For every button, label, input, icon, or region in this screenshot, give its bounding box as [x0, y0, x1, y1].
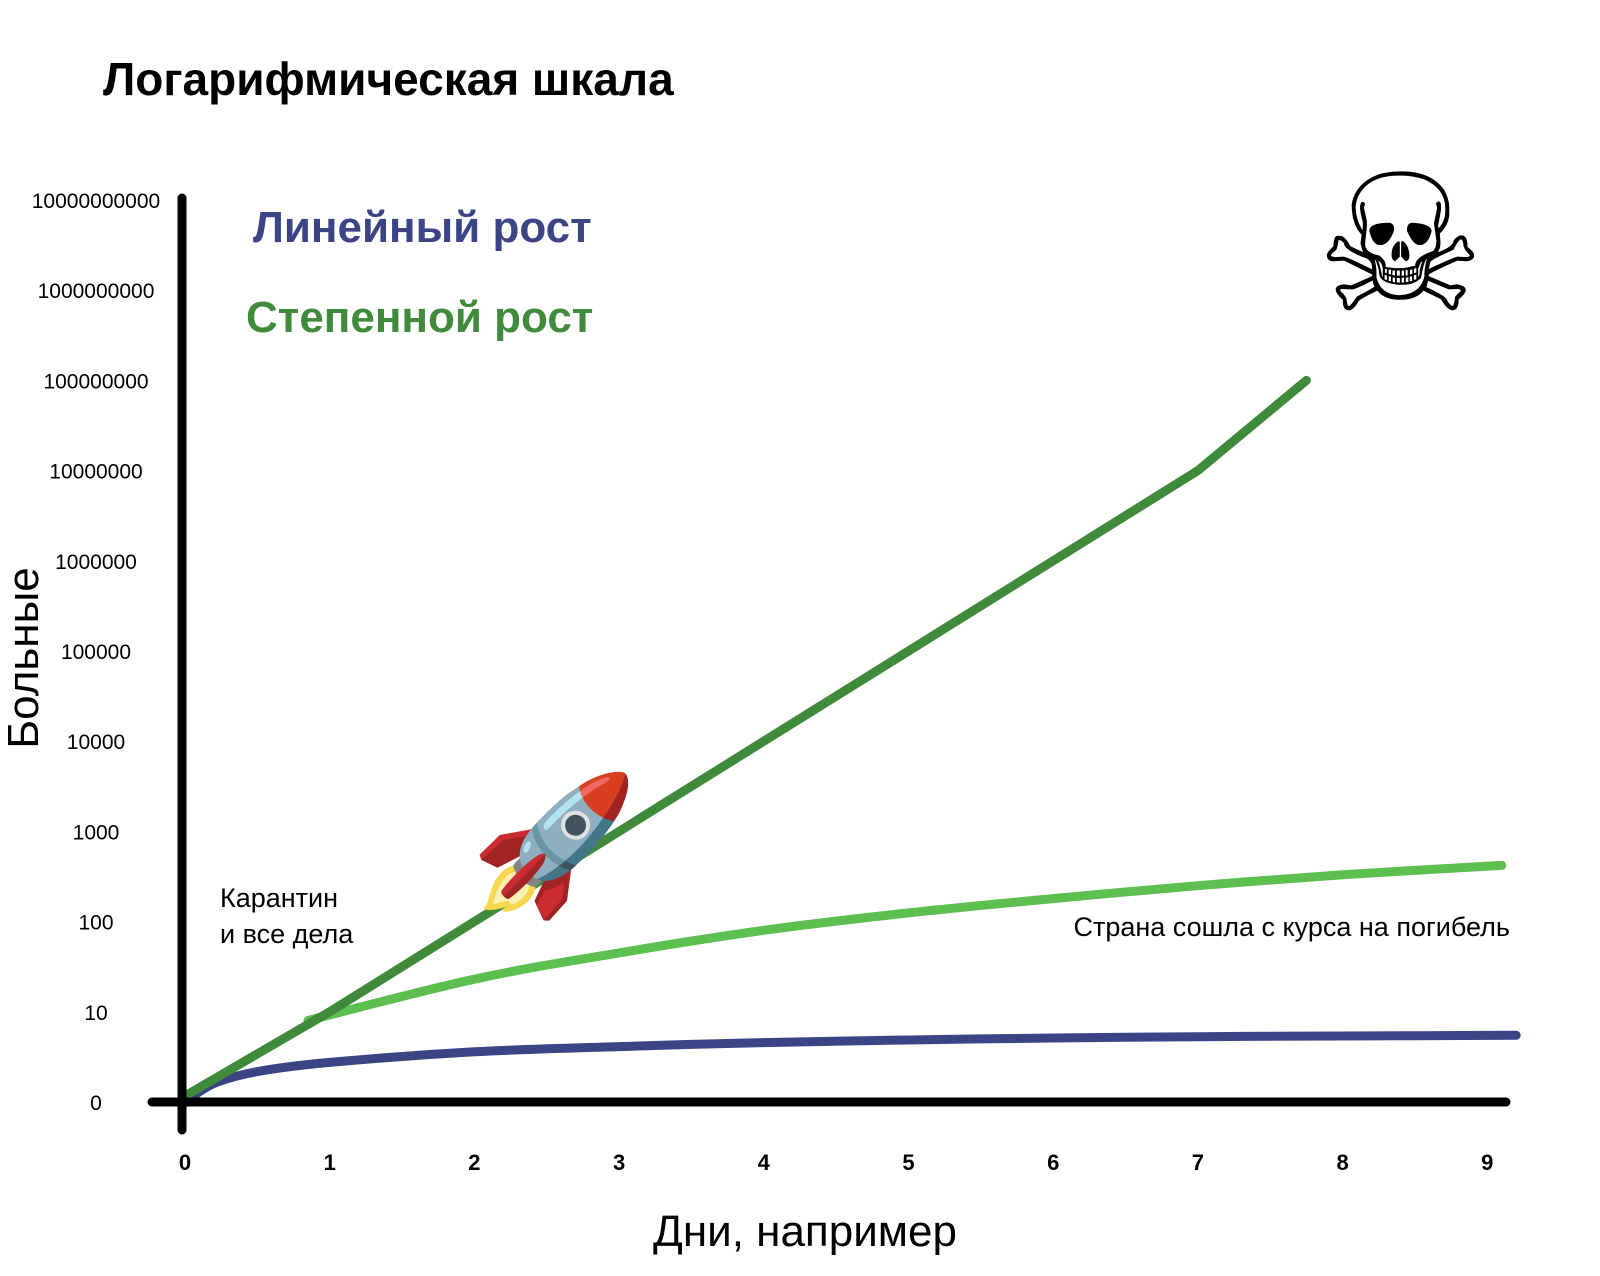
x-tick-label: 5 [902, 1150, 914, 1175]
chart-title: Логарифмическая шкала [103, 53, 674, 105]
x-tick-label: 3 [613, 1150, 625, 1175]
legend-exponential: Степенной рост [246, 293, 593, 342]
x-tick-labels: 0 1 2 3 4 5 6 7 8 9 [179, 1150, 1494, 1175]
y-tick-label: 10000000000 [32, 190, 160, 213]
y-tick-label: 10 [84, 1002, 107, 1025]
legend-linear: Линейный рост [253, 203, 592, 252]
series-layer [180, 375, 1521, 1107]
x-tick-label: 0 [179, 1150, 191, 1175]
annotation-doom: Страна сошла с курса на погибель [1073, 912, 1510, 942]
x-tick-label: 1 [324, 1150, 336, 1175]
x-tick-label: 7 [1192, 1150, 1204, 1175]
annotation-quarantine-line2: и все дела [220, 919, 354, 949]
y-tick-labels: 0 10 100 1000 10000 100000 1000000 10000000 1000… [32, 190, 160, 1115]
y-tick-label: 10000000 [49, 461, 142, 484]
y-tick-label: 1000000000 [38, 280, 155, 303]
skull-and-crossbones-icon: ☠ [1315, 134, 1485, 355]
x-tick-label: 6 [1047, 1150, 1059, 1175]
series-line-flattened [303, 860, 1507, 1025]
y-tick-label: 10000 [67, 731, 125, 754]
x-tick-label: 2 [468, 1150, 480, 1175]
x-tick-label: 8 [1336, 1150, 1348, 1175]
y-tick-label: 100000000 [43, 370, 148, 393]
annotation-quarantine-line1: Карантин [220, 883, 338, 913]
series-line-linear [180, 1030, 1521, 1107]
marker-layer: 🚀☠ [470, 134, 1486, 923]
series-line-exponential [180, 375, 1311, 1101]
y-axis-label: Больные [0, 567, 48, 748]
x-tick-label: 9 [1481, 1150, 1493, 1175]
y-tick-label: 100 [78, 912, 113, 935]
y-tick-label: 0 [90, 1092, 102, 1115]
rocket-icon: 🚀 [470, 766, 638, 923]
y-tick-label: 1000000 [55, 551, 137, 574]
x-tick-label: 4 [758, 1150, 771, 1175]
y-tick-label: 1000 [73, 821, 120, 844]
y-tick-label: 100000 [61, 641, 131, 664]
x-axis-label: Дни, например [653, 1207, 957, 1256]
